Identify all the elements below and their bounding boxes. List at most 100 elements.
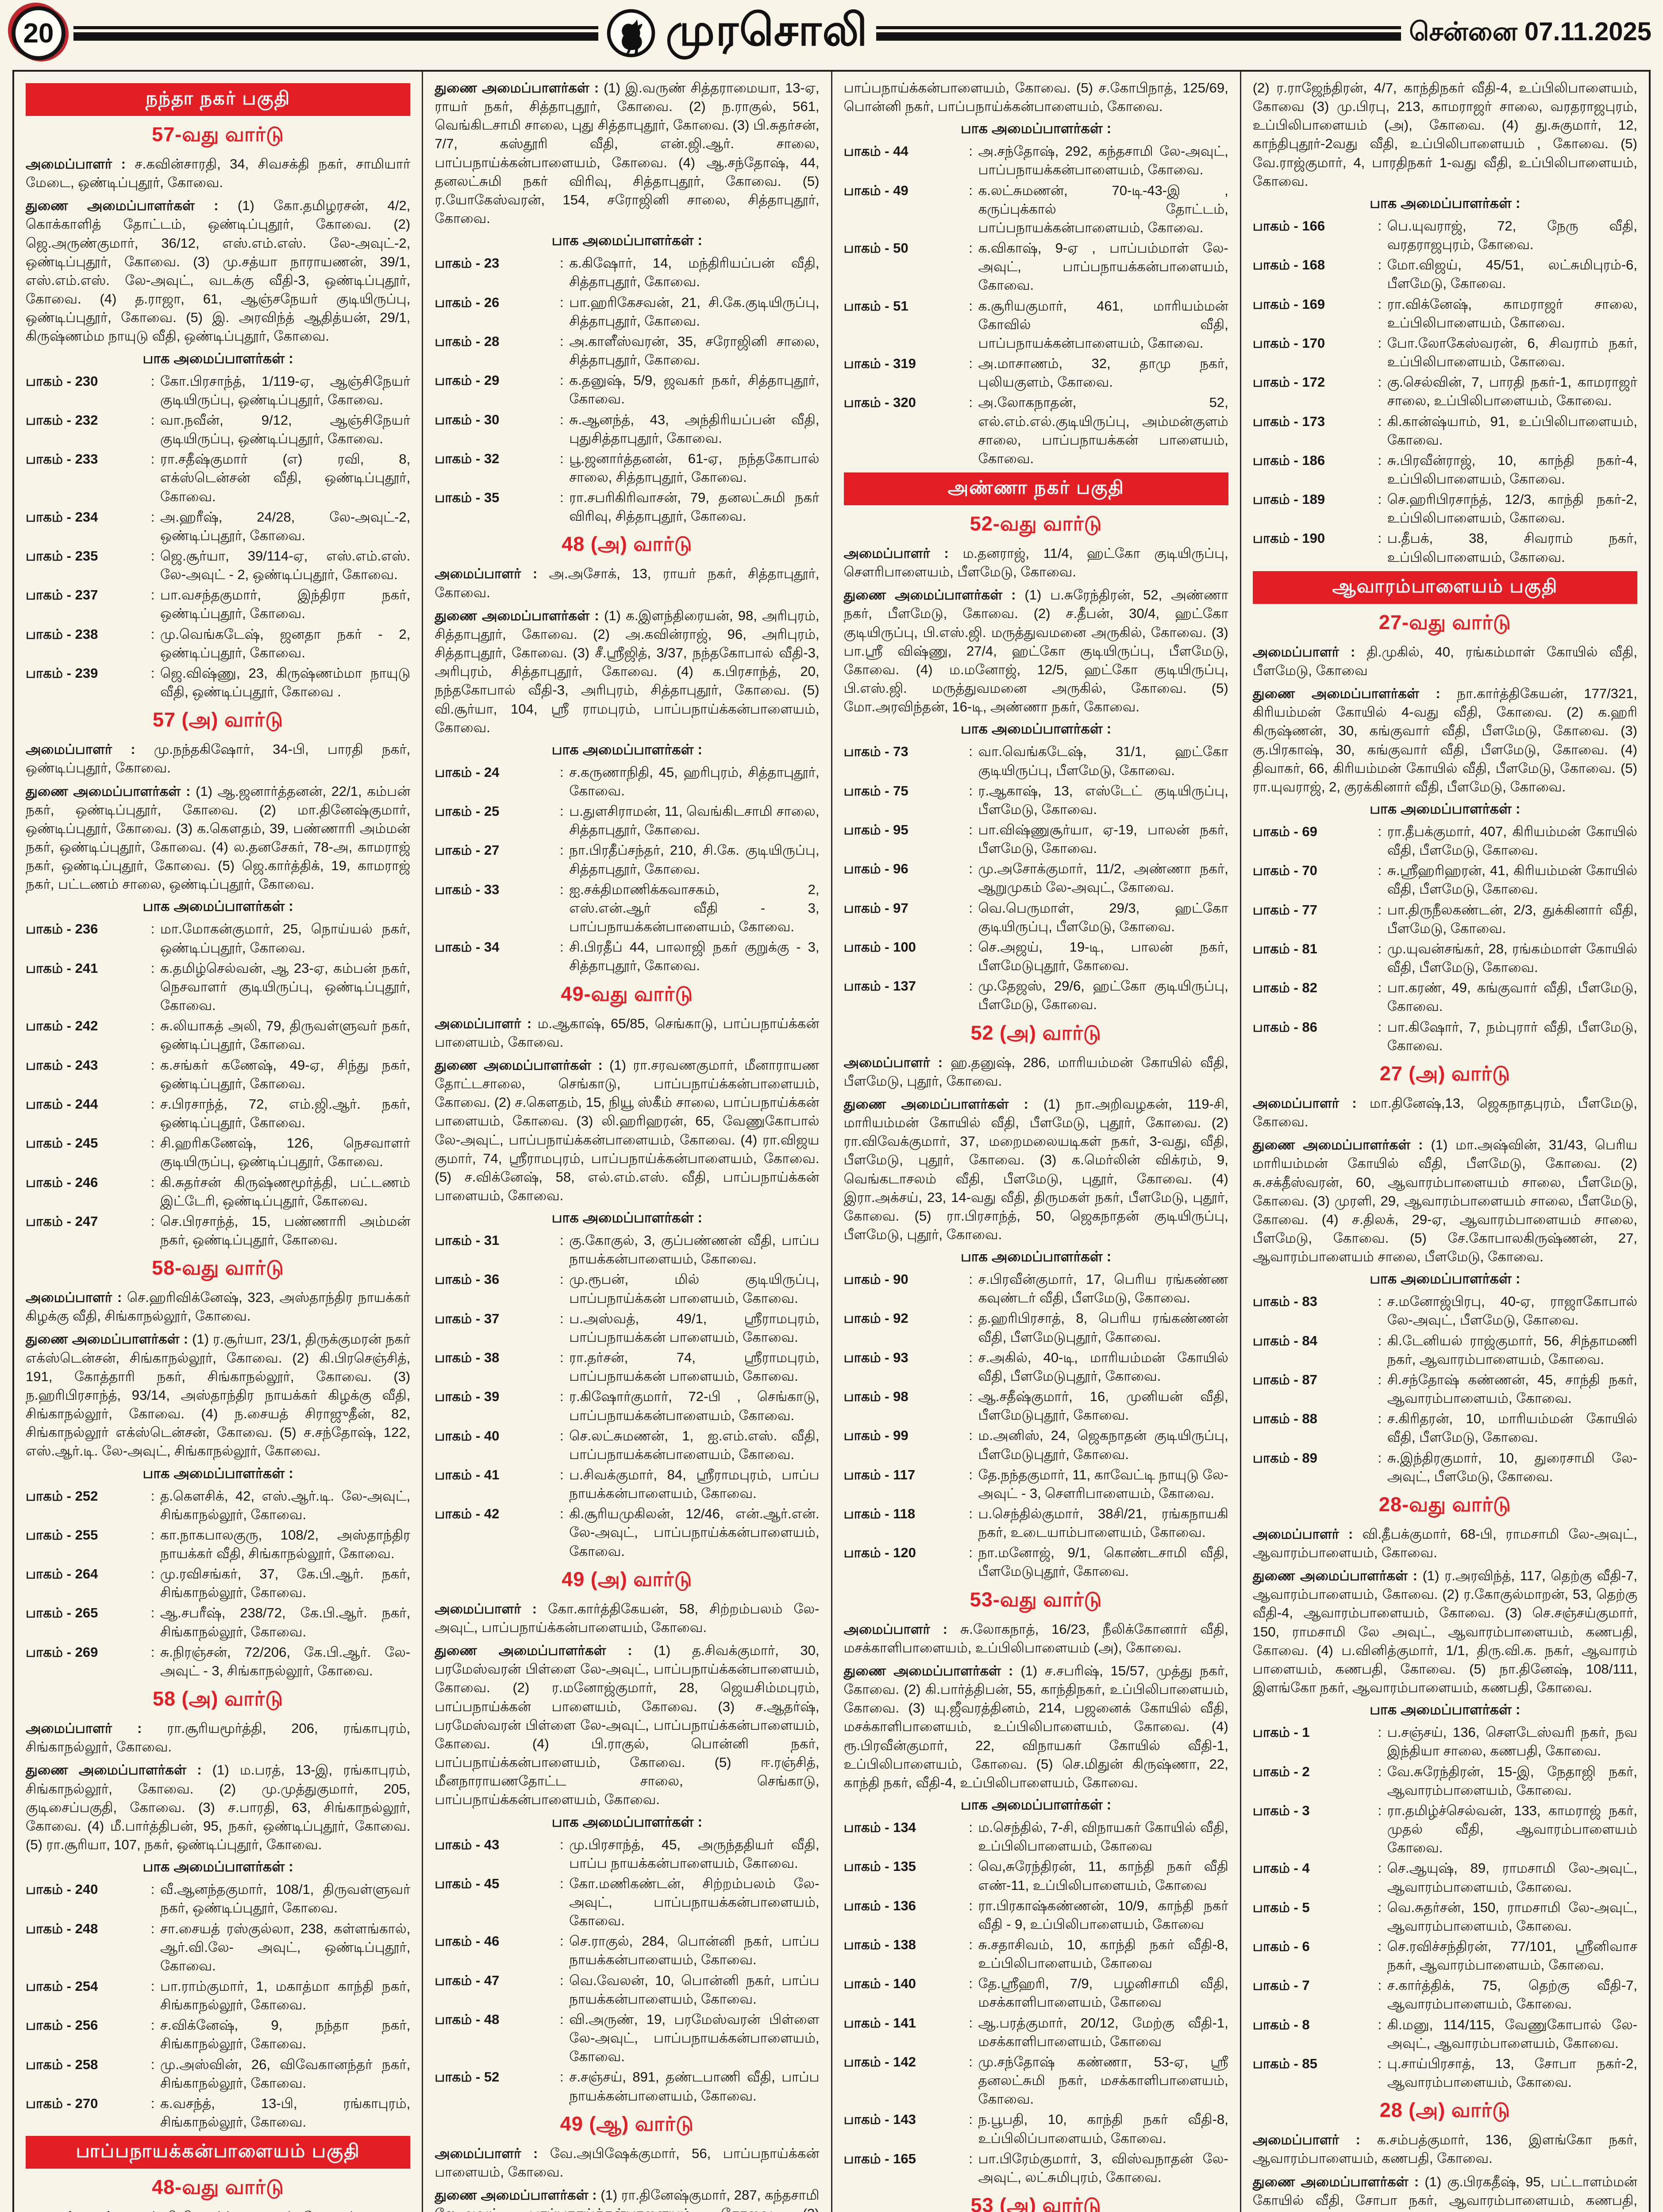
part-label: பாகம் - 85 (1252, 2055, 1317, 2071)
part-colon: : (559, 803, 564, 819)
part-colon: : (969, 2015, 973, 2031)
part-colon: : (150, 548, 155, 564)
part-colon: : (1378, 1411, 1382, 1427)
part-text: அ.காளீஸ்வரன், 35, சரோஜினி சாலை, சித்தாபு… (569, 333, 820, 368)
paragraph-text: ஹ.தனுஷ், 286, மாரியம்மன் கோயில் வீதி, பீ… (843, 1054, 1228, 1089)
part-text: த.கௌசிக், 42, எஸ்.ஆர்.டி. லே-அவுட், சிங்… (160, 1488, 411, 1522)
deputy-organizers-paragraph: துணை அமைப்பாளர்கள் : (1) ரா.சரவணகுமார், … (435, 1056, 819, 1205)
part-colon: : (969, 1310, 973, 1326)
column-1: நந்தா நகர் பகுதி 57-வது வார்டு அமைப்பாளர் … (14, 72, 422, 2212)
ward-heading: 53 (அ) வார்டு (970, 2194, 1101, 2212)
part-colon: : (969, 1936, 973, 1952)
part-row: பாகம் - 100: செ.அஜய், 19-டி, பாலன் நகர், … (844, 938, 1228, 975)
part-colon: : (1378, 2016, 1382, 2032)
part-colon: : (1378, 296, 1382, 312)
part-colon: : (969, 1820, 973, 1836)
paragraph-lead-label: துணை அமைப்பாளர்கள் : (843, 1663, 1013, 1678)
part-label: பாகம் - 1 (1252, 1724, 1310, 1740)
part-row: பாகம் - 7: ச.கார்த்திக், 75, தெற்கு வீதி-… (1253, 1976, 1637, 2013)
part-row: பாகம் - 43: மு.பிரசாந்த், 45, அருந்ததியர்… (435, 1836, 819, 1873)
part-row: பாகம் - 26: பா.ஹரிகேசவன், 21, சி.கே.குடிய… (435, 293, 819, 330)
part-text: பா.ராம்குமார், 1, மகாத்மா காந்தி நகர், ச… (160, 1978, 411, 2013)
part-label: பாகம் - 239 (26, 665, 98, 681)
part-label: பாகம் - 42 (435, 1506, 500, 1522)
part-row: பாகம் - 37: ப.அஸ்வத், 49/1, ஸ்ரீராமபுரம்,… (435, 1310, 819, 1347)
paragraph-text: தி.முகில், 40, ரங்கம்மாள் கோயில் வீதி, ப… (1252, 644, 1637, 678)
ward-heading: 28 (அ) வார்டு (1379, 2099, 1511, 2122)
part-colon: : (969, 1428, 973, 1444)
part-label: பாகம் - 138 (843, 1936, 916, 1952)
part-label: பாகம் - 245 (26, 1135, 98, 1151)
page-number-badge: 20 (12, 6, 65, 60)
part-text: ரா.சதீஷ்குமார் (எ) ரவி, 8, எக்ஸ்டென்சன் … (160, 451, 411, 504)
paragraph-text: (1) ரா.சரவணகுமார், மீனாராயண தோட்டசாலை, ச… (435, 1057, 820, 1203)
parts-heading: பாக அமைப்பாளர்கள் : (551, 232, 703, 249)
parts-heading: பாக அமைப்பாளர்கள் : (551, 1813, 703, 1830)
part-row: பாகம் - 30: சு.ஆனந்த், 43, அந்திரியப்பன் … (435, 411, 819, 448)
part-row: பாகம் - 252: த.கௌசிக், 42, எஸ்.ஆர்.டி. லே… (26, 1487, 410, 1524)
ward-heading: 27-வது வார்டு (1378, 611, 1511, 634)
part-label: பாகம் - 189 (1252, 492, 1325, 507)
part-text: பா.கிஷோர், 7, நம்புரார் வீதி, பீளமேடு, க… (1387, 1019, 1637, 1053)
paragraph-lead-label: அமைப்பாளர் : (1252, 1526, 1353, 1542)
part-text: க.வசந்த், 13-பி, ரங்காபுரம், சிங்காநல்லூ… (160, 2095, 411, 2130)
part-label: பாகம் - 141 (843, 2015, 916, 2031)
part-colon: : (559, 842, 564, 858)
part-colon: : (1378, 530, 1382, 546)
part-row: பாகம் - 38: ரா.தர்சன், 74, ஸ்ரீராமபுரம், … (435, 1348, 819, 1386)
paragraph-lead-label: துணை அமைப்பாளர்கள் : (26, 1331, 189, 1347)
part-text: ஆ.சதீஷ்குமார், 16, முனியன் வீதி, பீளமேடு… (978, 1389, 1228, 1423)
part-row: பாகம் - 165: பா.பிரேம்குமார், 3, விஸ்வநாத… (844, 2150, 1228, 2187)
part-label: பாகம் - 252 (26, 1488, 98, 1504)
part-label: பாகம் - 320 (843, 395, 916, 411)
part-text: வெ.வேலன், 10, பொன்னி நகர், பாப்ப நாயக்கன… (569, 1972, 820, 2007)
organizer-paragraph: அமைப்பாளர் : மா.தினேஷ்,13, ஜெகநாதபுரம், … (1253, 1094, 1637, 1131)
part-text: ந.பூபதி, 10, காந்தி நகர் வீதி-8, உப்பிலி… (978, 2112, 1228, 2146)
part-label: பாகம் - 232 (26, 412, 98, 428)
organizer-paragraph: அமைப்பாளர் : சு.லோகநாத், 16/23, நீலிக்கோ… (844, 1620, 1228, 1657)
part-label: பாகம் - 172 (1252, 374, 1325, 390)
part-colon: : (150, 1174, 155, 1190)
part-row: பாகம் - 81: மு.யுவன்சங்கர், 28, ரங்கம்மாள… (1253, 940, 1637, 977)
part-colon: : (150, 1920, 155, 1936)
area-header: பாப்பநாயக்கன்பாளையம் பகுதி (26, 2136, 411, 2169)
ward-heading: 48 (அ) வார்டு (562, 533, 693, 556)
part-colon: : (559, 373, 564, 388)
part-row: பாகம் - 186: சு.பிரவீன்ராஜ், 10, காந்தி ந… (1253, 451, 1637, 488)
part-colon: : (969, 1271, 973, 1287)
part-colon: : (969, 1467, 973, 1482)
part-text: ப.செந்தில்குமார், 38சி/21, ரங்கநாயகி நகர… (978, 1506, 1228, 1540)
deputy-organizers-paragraph: துணை அமைப்பாளர்கள் : (1) த.சிவக்குமார், … (435, 1641, 819, 1809)
part-label: பாகம் - 258 (26, 2056, 98, 2072)
part-row: பாகம் - 36: மு.ரூபன், மில் குடியிருப்பு, … (435, 1270, 819, 1307)
paragraph-lead-label: அமைப்பாளர் : (1252, 644, 1355, 660)
part-label: பாகம் - 186 (1252, 452, 1325, 468)
part-label: பாகம் - 190 (1252, 530, 1325, 546)
part-label: பாகம் - 34 (435, 939, 500, 955)
part-row: பாகம் - 95: பா.விஷ்ணுசூர்யா, ஏ-19, பாலன் … (844, 821, 1228, 858)
part-label: பாகம் - 23 (435, 255, 500, 271)
parts-heading: பாக அமைப்பாளர்கள் : (551, 1210, 703, 1226)
paragraph-text: (1) கு.பிரகதீஷ், 95, பட்டாளம்மன் கோயில் … (1252, 2174, 1637, 2212)
part-label: பாகம் - 4 (1252, 1860, 1310, 1876)
part-label: பாகம் - 45 (435, 1875, 500, 1891)
part-label: பாகம் - 26 (435, 294, 500, 310)
part-text: கி.டேனியல் ராஜ்குமார், 56, சிந்தாமணி நகர… (1387, 1333, 1637, 1367)
paragraph-lead-label: அமைப்பாளர் : (435, 2145, 538, 2161)
part-colon: : (559, 881, 564, 897)
paragraph-text: (1) ம.பரத், 13-இ, ரங்காபுரம், சிங்காநல்ல… (26, 1762, 411, 1853)
part-text: ரா.தமிழ்ச்செல்வன், 133, காமராஜ் நகர், மு… (1387, 1802, 1637, 1856)
part-text: சி.சந்தோஷ் கண்ணன், 45, சாந்தி நகர், ஆவார… (1387, 1371, 1637, 1406)
part-colon: : (969, 1859, 973, 1874)
part-text: ச.விக்னேஷ், 9, நந்தா நகர், சிங்காநல்லூர்… (160, 2017, 411, 2052)
part-label: பாகம் - 241 (26, 960, 98, 976)
part-row: பாகம் - 52: ச.சஞ்சய், 891, தண்டபாணி வீதி,… (435, 2068, 819, 2105)
deputy-organizers-paragraph: துணை அமைப்பாளர்கள் : (1) க.இளந்திரையன், … (435, 607, 819, 737)
part-row: பாகம் - 89: சு.இந்திரகுமார், 10, துரைசாமி… (1253, 1449, 1637, 1486)
parts-heading: பாக அமைப்பாளர்கள் : (1370, 195, 1521, 211)
part-row: பாகம் - 143: ந.பூபதி, 10, காந்தி நகர் வீத… (844, 2110, 1228, 2147)
paragraph-text: (1) ஆ.ஜனார்த்தனன், 22/1, கம்பன் நகர், ஒண… (26, 783, 411, 892)
part-colon: : (1378, 492, 1382, 507)
part-label: பாகம் - 35 (435, 490, 500, 506)
part-label: பாகம் - 8 (1252, 2016, 1310, 2032)
